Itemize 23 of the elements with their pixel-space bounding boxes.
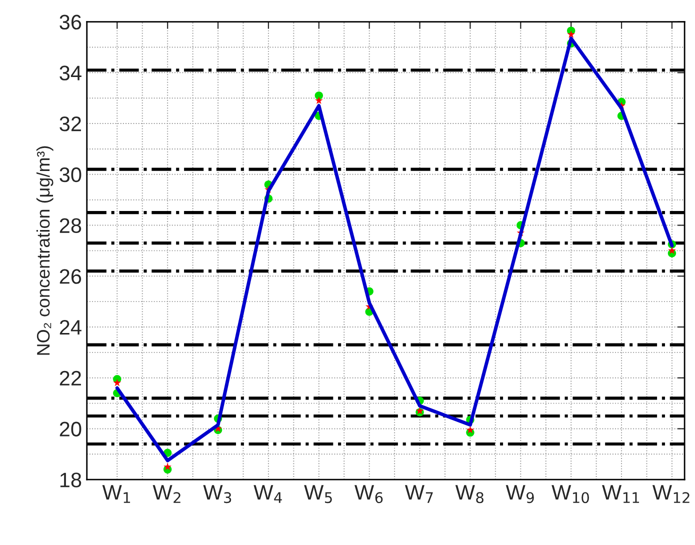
x-tick-label: W$_{6}$: [354, 485, 383, 504]
x-tick-label: W$_{4}$: [254, 485, 282, 503]
x-tick-label: W$_{2}$: [152, 485, 180, 503]
x-tick-label: W$_{1}$: [102, 485, 130, 503]
y-tick-label: 22: [60, 370, 81, 386]
y-tick-label: 36: [60, 14, 82, 30]
x-tick-label: W$_{9}$: [506, 485, 534, 504]
x-tick-label: W$_{10}$: [552, 485, 589, 504]
x-tick-label: W$_{12}$: [652, 485, 690, 503]
y-tick-label: 20: [60, 422, 82, 436]
y-tick-label: 26: [60, 269, 82, 284]
x-tick-label: W$_{3}$: [203, 485, 232, 504]
y-tick-label: 24: [60, 320, 82, 335]
y-tick-label: 28: [60, 218, 82, 234]
y-axis-title: NO₂ concentration (μg/m³): [36, 146, 54, 355]
x-tick-label: W$_{11}$: [602, 485, 640, 503]
y-tick-label: 34: [60, 66, 82, 80]
x-tick-label: W$_{5}$: [304, 485, 332, 504]
y-tick-label: 30: [60, 167, 82, 182]
y-tick-label: 32: [60, 116, 81, 132]
x-tick-label: W$_{8}$: [455, 485, 484, 504]
y-tick-label: 18: [60, 472, 82, 488]
x-tick-label: W$_{7}$: [404, 485, 433, 503]
